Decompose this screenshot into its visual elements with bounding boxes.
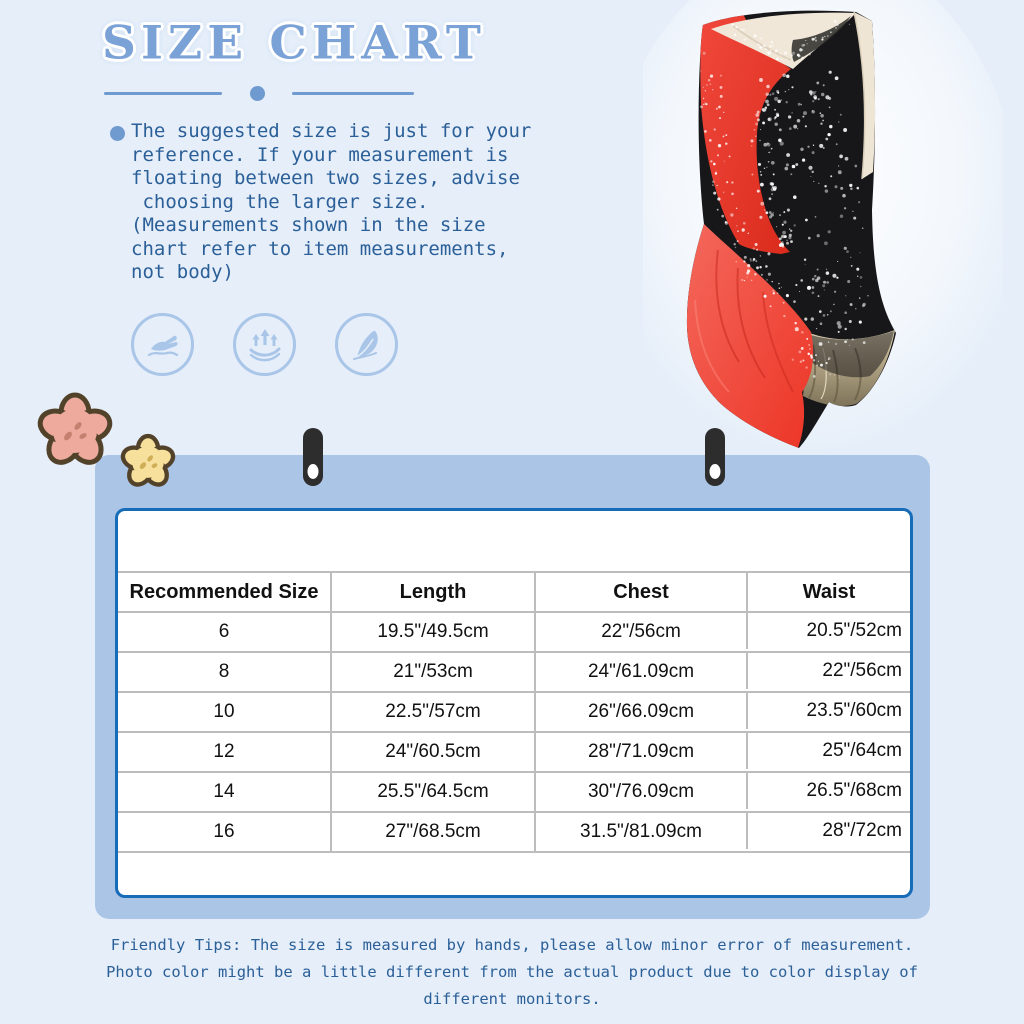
lightweight-feather-icon — [335, 313, 398, 376]
bullet-icon — [110, 126, 125, 141]
length-cell: 22.5"/57cm — [330, 691, 534, 731]
high-elasticity-icon — [233, 313, 296, 376]
size-table: Recommended Size Length Chest Waist 6 19… — [115, 508, 913, 898]
table-top-spacer — [118, 511, 910, 571]
divider-line — [104, 92, 222, 95]
size-cell: 14 — [118, 771, 330, 811]
size-note: The suggested size is just for your refe… — [131, 120, 531, 285]
size-cell: 8 — [118, 651, 330, 691]
table-grid: Recommended Size Length Chest Waist 6 19… — [118, 571, 910, 853]
length-cell: 21"/53cm — [330, 651, 534, 691]
tips-line: Friendly Tips: The size is measured by h… — [0, 932, 1024, 959]
tips-line: different monitors. — [0, 986, 1024, 1013]
column-header-recommended-size: Recommended Size — [118, 571, 330, 611]
note-line: not body) — [131, 261, 531, 285]
waist-cell: 23.5"/60cm — [746, 691, 910, 729]
column-header-length: Length — [330, 571, 534, 611]
note-line: chart refer to item measurements, — [131, 238, 531, 262]
yellow-flower — [120, 436, 176, 489]
waist-cell: 22"/56cm — [746, 651, 910, 689]
waist-cell: 26.5"/68cm — [746, 771, 910, 809]
tips-line: Photo color might be a little different … — [0, 959, 1024, 986]
chest-cell: 26"/66.09cm — [534, 691, 746, 731]
waist-cell: 25"/64cm — [746, 731, 910, 769]
chest-cell: 31.5"/81.09cm — [534, 811, 746, 851]
size-cell: 12 — [118, 731, 330, 771]
chest-cell: 24"/61.09cm — [534, 651, 746, 691]
chest-cell: 28"/71.09cm — [534, 731, 746, 771]
hanger-clip — [303, 428, 323, 486]
divider-dot — [250, 86, 265, 101]
length-cell: 25.5"/64.5cm — [330, 771, 534, 811]
note-line: choosing the larger size. — [131, 191, 531, 215]
length-cell: 19.5"/49.5cm — [330, 611, 534, 651]
pink-flower — [36, 395, 113, 468]
size-cell: 6 — [118, 611, 330, 651]
note-line: reference. If your measurement is — [131, 144, 531, 168]
friendly-tips: Friendly Tips: The size is measured by h… — [0, 932, 1024, 1013]
note-line: (Measurements shown in the size — [131, 214, 531, 238]
length-cell: 27"/68.5cm — [330, 811, 534, 851]
column-header-chest: Chest — [534, 571, 746, 611]
soft-hand-feel-icon — [131, 313, 194, 376]
column-header-waist: Waist — [746, 571, 910, 611]
title-divider — [104, 86, 424, 102]
waist-cell: 20.5"/52cm — [746, 611, 910, 649]
size-cell: 16 — [118, 811, 330, 851]
chest-cell: 22"/56cm — [534, 611, 746, 651]
hanger-clip — [705, 428, 725, 486]
product-image-figure-skating-dress — [643, 0, 1003, 510]
length-cell: 24"/60.5cm — [330, 731, 534, 771]
size-chart-page: SIZE CHART The suggested size is just fo… — [0, 0, 1024, 1024]
waist-cell: 28"/72cm — [746, 811, 910, 849]
note-line: floating between two sizes, advise — [131, 167, 531, 191]
table-bottom-spacer — [118, 853, 910, 895]
divider-line — [292, 92, 414, 95]
page-title: SIZE CHART — [102, 17, 486, 70]
note-line: The suggested size is just for your — [131, 120, 531, 144]
flower-decoration — [20, 384, 210, 499]
size-cell: 10 — [118, 691, 330, 731]
chest-cell: 30"/76.09cm — [534, 771, 746, 811]
